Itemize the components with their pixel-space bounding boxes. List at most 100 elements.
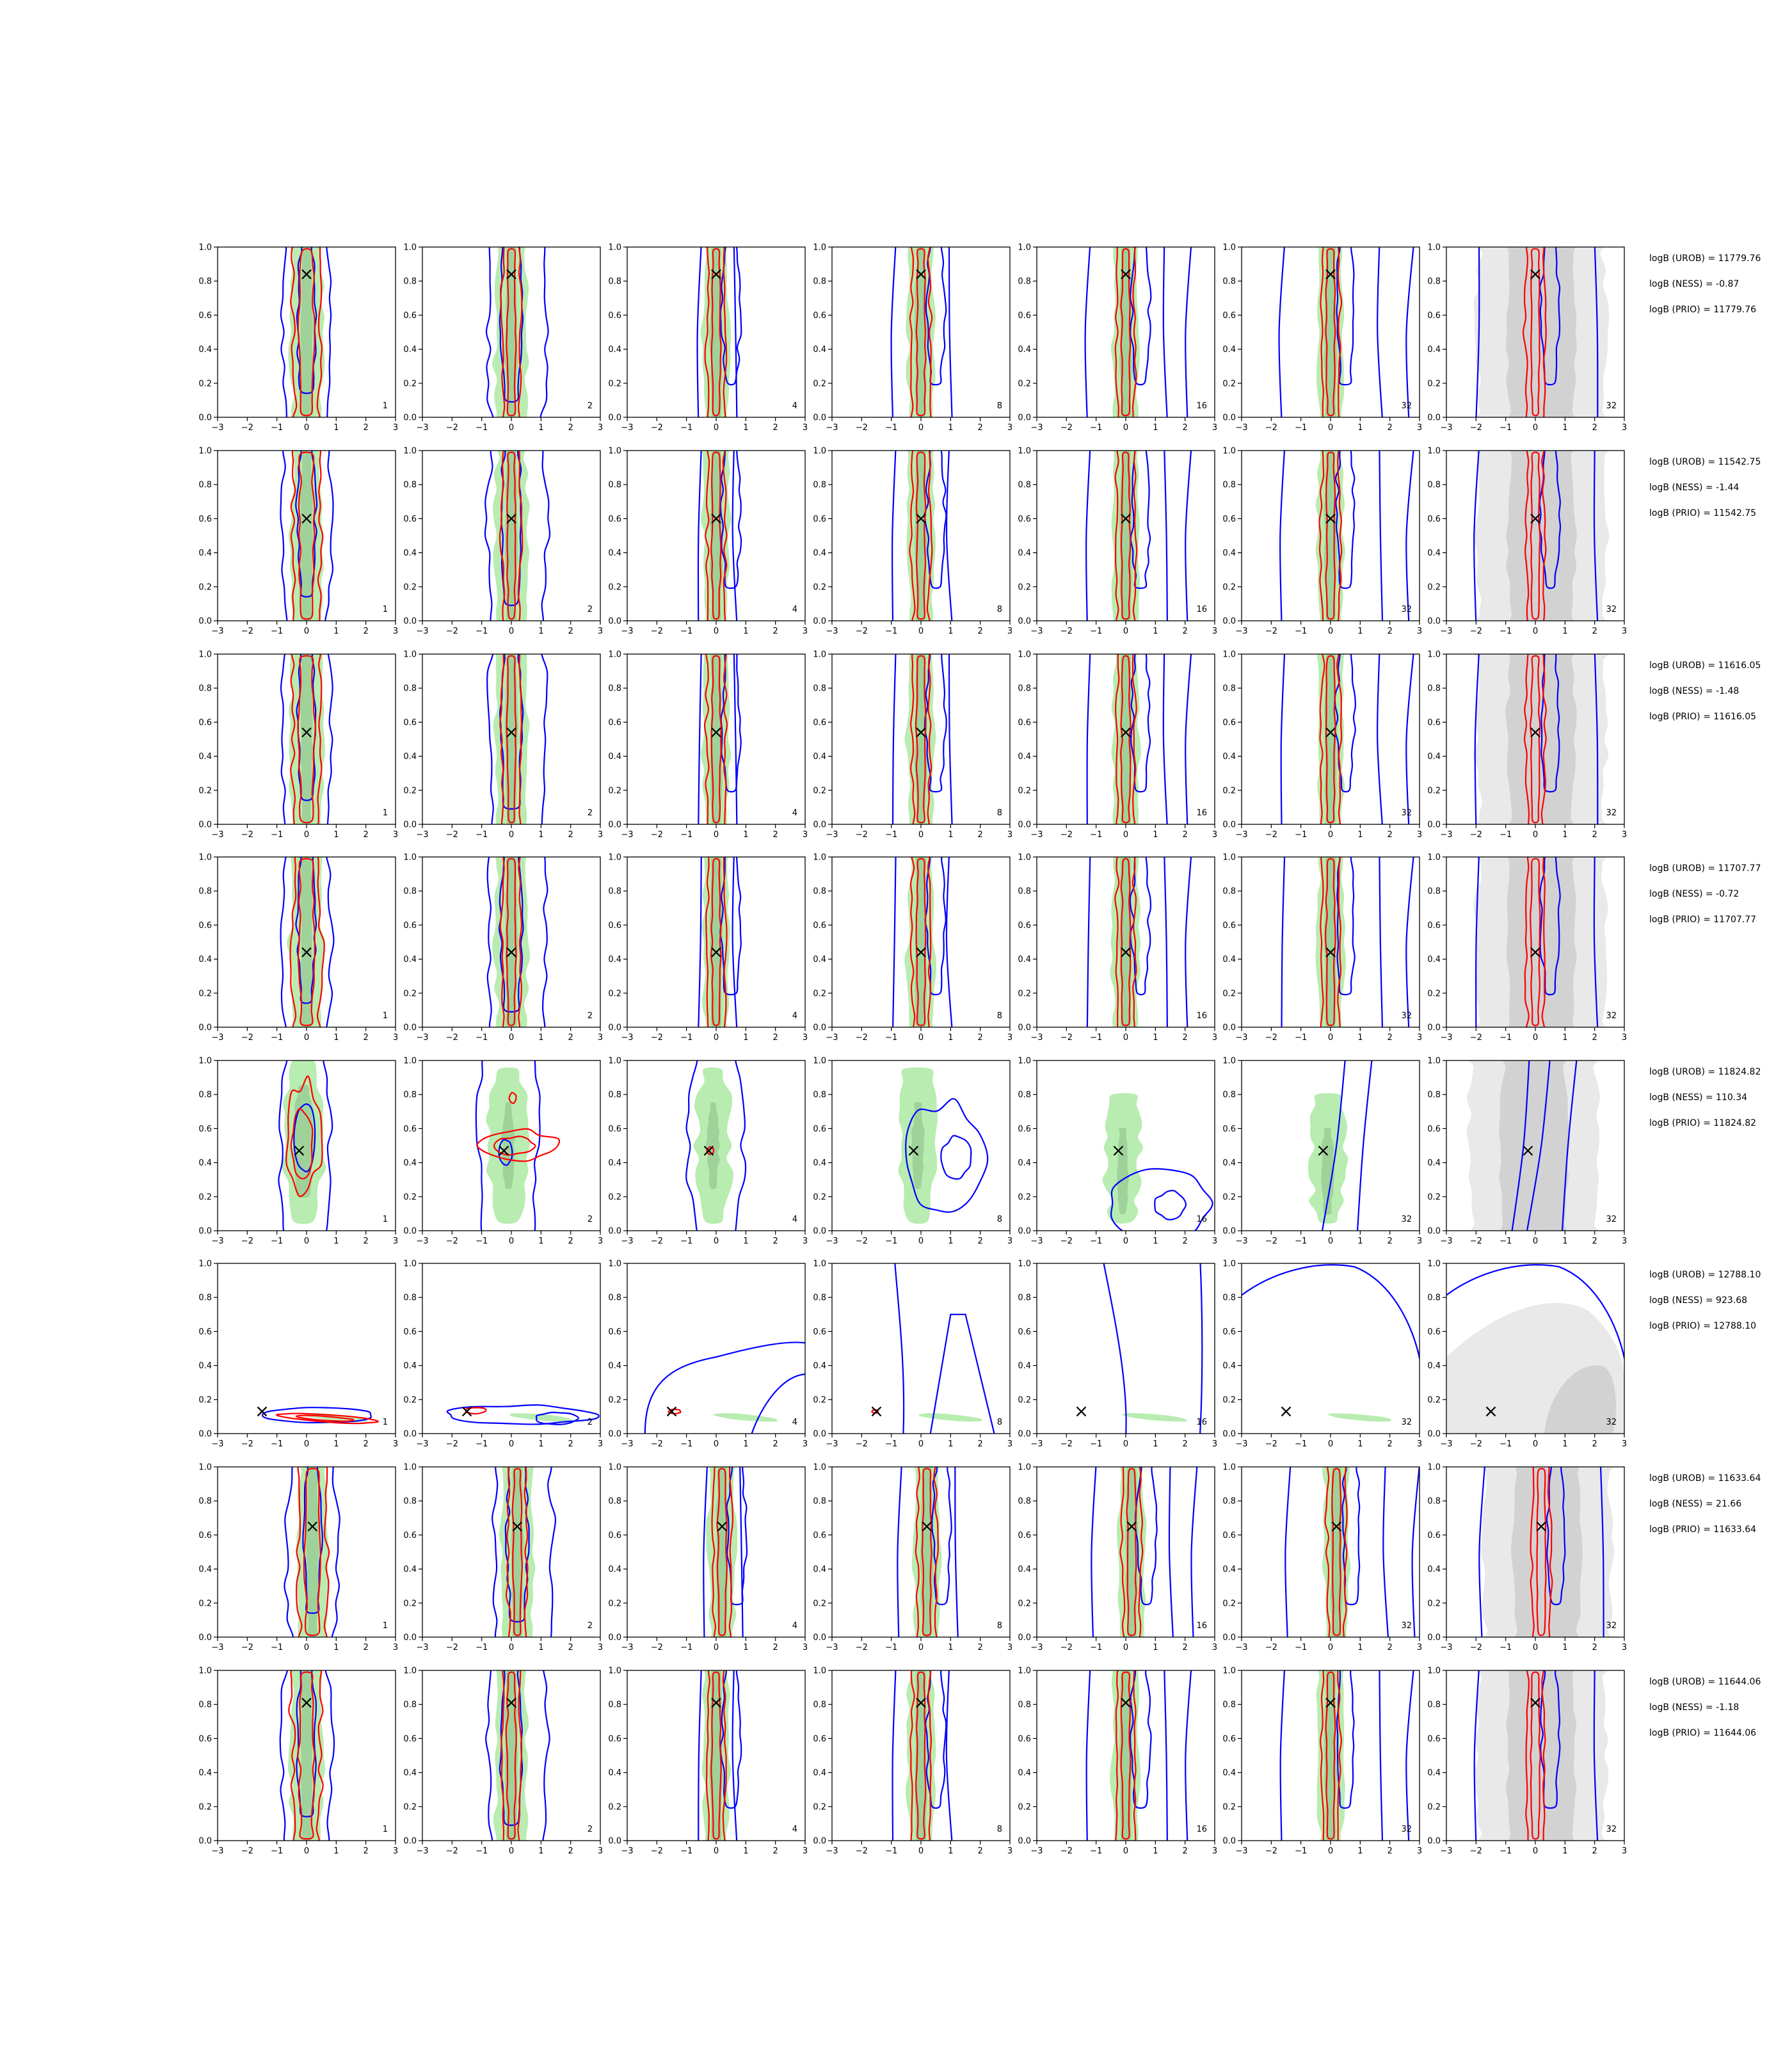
x-tick-label: 1 <box>333 1033 339 1043</box>
x-tick-label: −3 <box>211 1439 223 1449</box>
y-tick-label: 0.2 <box>608 1192 621 1202</box>
x-tick-label: 3 <box>1417 1846 1422 1856</box>
logb-label: logB (PRIO) = 11824.82 <box>1649 1118 1757 1128</box>
x-tick-label: −2 <box>651 1846 663 1856</box>
y-tick-label: 0.2 <box>608 1802 621 1812</box>
truth-marker <box>711 269 721 280</box>
x-tick-label: −2 <box>1265 1236 1277 1246</box>
truth-marker <box>908 1146 919 1156</box>
panel-plot-area <box>1473 451 1610 621</box>
y-tick-label: 0.0 <box>608 1227 621 1236</box>
y-tick-label: 0.2 <box>1222 786 1236 796</box>
x-tick-label: 3 <box>803 1846 808 1856</box>
x-tick-label: 1 <box>1153 627 1158 636</box>
y-tick-label: 0.4 <box>1222 1361 1236 1371</box>
y-tick-label: 0.6 <box>403 311 417 321</box>
y-tick-label: 0.0 <box>1018 1227 1031 1236</box>
panel-plot-area <box>491 1467 557 1637</box>
y-tick-label: 0.8 <box>198 481 212 490</box>
y-tick-label: 1.0 <box>1222 1260 1236 1269</box>
y-tick-label: 0.8 <box>1427 1293 1441 1303</box>
truth-marker <box>916 269 926 280</box>
y-tick-label: 0.0 <box>1222 617 1236 627</box>
approx-contour <box>892 654 897 824</box>
x-tick-label: −3 <box>621 627 633 636</box>
y-tick-label: 0.8 <box>1222 887 1236 897</box>
x-tick-label: −1 <box>885 1439 897 1449</box>
y-tick-label: 1.0 <box>403 853 417 863</box>
truth-marker <box>916 513 926 524</box>
truth-marker <box>301 727 312 738</box>
y-tick-label: 0.2 <box>403 1802 417 1812</box>
column-label: 1 <box>383 1621 388 1631</box>
x-tick-label: −3 <box>1030 1643 1043 1652</box>
y-tick-label: 0.8 <box>813 1700 826 1710</box>
logb-label: logB (UROB) = 11542.75 <box>1649 457 1761 467</box>
sample-contour <box>909 451 933 621</box>
x-tick-label: 3 <box>598 1439 603 1449</box>
sample-contour <box>1320 1670 1343 1841</box>
x-tick-label: −2 <box>446 1033 458 1043</box>
column-label: 32 <box>1606 1215 1617 1224</box>
approx-contour <box>491 1467 557 1637</box>
y-tick-label: 0.4 <box>608 1565 621 1574</box>
column-label: 16 <box>1196 1418 1207 1427</box>
y-tick-label: 0.8 <box>813 684 826 694</box>
approx-contour <box>948 654 953 824</box>
panel-r1-c3: −3 −2 −1 0 1 2 3 0.0 0.2 0.4 0.6 0.8 1.0 4 <box>608 243 808 433</box>
y-tick-label: 0.0 <box>1427 1023 1441 1033</box>
y-tick-label: 0.2 <box>1222 582 1236 592</box>
x-tick-label: 1 <box>743 1643 748 1652</box>
approx-contour <box>1633 1464 1642 1641</box>
y-tick-label: 0.2 <box>1427 1599 1441 1608</box>
sample-contour <box>915 655 927 824</box>
y-tick-label: 0.8 <box>1427 887 1441 897</box>
approx-contour <box>1473 1670 1480 1841</box>
panel-r7-c2: −3 −2 −1 0 1 2 3 0.0 0.2 0.4 0.6 0.8 1.0 2 <box>403 1463 603 1653</box>
x-tick-label: −3 <box>621 1846 633 1856</box>
approx-contour <box>894 1263 905 1434</box>
sample-contour <box>1530 1671 1541 1840</box>
panel-plot-area <box>261 1407 379 1425</box>
y-tick-label: 0.2 <box>608 1395 621 1405</box>
x-tick-label: 3 <box>1417 1236 1422 1246</box>
column-label: 2 <box>588 401 593 411</box>
x-tick-label: 0 <box>918 627 924 636</box>
column-label: 1 <box>383 1825 388 1834</box>
y-tick-label: 0.4 <box>813 1565 826 1574</box>
x-tick-label: −3 <box>211 830 223 840</box>
x-tick-label: 0 <box>1328 1643 1333 1652</box>
truth-marker <box>1325 513 1336 524</box>
y-tick-label: 0.8 <box>1222 1091 1236 1100</box>
x-tick-label: −1 <box>476 423 488 433</box>
panel-plot-area <box>1091 1467 1198 1637</box>
column-label: 4 <box>792 1011 797 1021</box>
y-tick-label: 0.0 <box>403 1430 417 1439</box>
x-tick-label: −1 <box>885 1643 897 1652</box>
x-tick-label: 3 <box>1622 1439 1627 1449</box>
sample-contour <box>1325 451 1336 620</box>
sample-contour <box>476 1128 561 1162</box>
x-tick-label: −3 <box>826 1846 838 1856</box>
logb-label: logB (NESS) = -1.44 <box>1649 483 1740 493</box>
column-label: 32 <box>1606 401 1617 411</box>
panel-plot-area <box>278 1060 333 1231</box>
sample-contour <box>296 1467 330 1637</box>
panel-plot-area <box>1473 1670 1609 1841</box>
y-tick-label: 0.4 <box>813 1158 826 1168</box>
x-tick-label: −1 <box>1295 830 1307 840</box>
prior-region-inner <box>1505 654 1577 824</box>
panel-r8-c6: −3 −2 −1 0 1 2 3 0.0 0.2 0.4 0.6 0.8 1.0 32 <box>1222 1667 1422 1857</box>
x-tick-label: 2 <box>978 1236 983 1246</box>
column-label: 32 <box>1401 1011 1412 1021</box>
approx-contour <box>1129 857 1152 996</box>
y-tick-label: 0.4 <box>608 1361 621 1371</box>
approx-contour <box>1546 1467 1566 1606</box>
panel-plot-area <box>486 654 548 824</box>
y-tick-label: 1.0 <box>403 1260 417 1269</box>
approx-contour <box>1627 854 1636 1031</box>
x-tick-label: −1 <box>680 1033 692 1043</box>
x-tick-label: 2 <box>1592 1236 1597 1246</box>
y-tick-label: 0.4 <box>403 548 417 558</box>
y-tick-label: 0.4 <box>608 345 621 355</box>
